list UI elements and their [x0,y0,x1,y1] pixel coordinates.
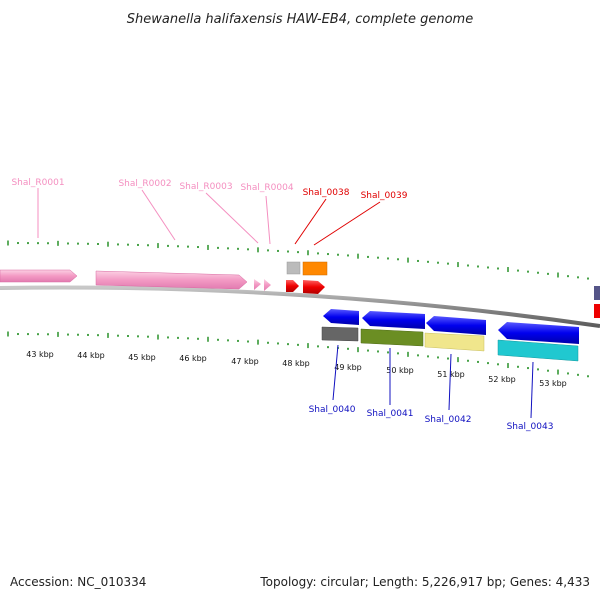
gene-label-shal-r0002[interactable]: Shal_R0002 [118,179,171,189]
connector-shal-0039 [313,201,381,246]
tick-label-45kbp: 45 kbp [128,353,156,362]
gene-label-shal-0039[interactable]: Shal_0039 [361,191,408,201]
cds-feature-shal-0039[interactable] [303,280,325,294]
tick-label-48kbp: 48 kbp [282,359,310,368]
tick-label-47kbp: 47 kbp [231,357,259,366]
gene-labels: Shal_R0001 Shal_R0002 Shal_R0003 Shal_R0… [11,178,553,432]
map-title: Shewanella halifaxensis HAW-EB4, complet… [127,12,473,27]
scale-tick-labels: 43 kbp 44 kbp 45 kbp 46 kbp 47 kbp 48 kb… [26,350,567,388]
cds-feature-shal-0041[interactable] [362,311,425,329]
accession-text: Accession: NC_010334 [10,575,147,589]
cds-feature-edge-right[interactable] [594,286,600,300]
cds-feature-shal-0040[interactable] [323,309,359,325]
connector-shal-r0002 [141,189,176,241]
connector-shal-0038 [294,198,327,245]
connector-shal-r0003 [205,192,259,244]
gene-label-shal-0041[interactable]: Shal_0041 [367,409,414,419]
rna-feature-shal-r0003[interactable] [254,279,261,290]
tick-label-43kbp: 43 kbp [26,350,54,359]
tick-label-46kbp: 46 kbp [179,354,207,363]
cds-feature-edge-right-red[interactable] [594,304,600,318]
rna-feature-shal-r0004[interactable] [264,279,271,291]
genome-backbone [0,285,600,328]
genome-summary-text: Topology: circular; Length: 5,226,917 bp… [260,575,590,589]
cds-feature-shal-0043[interactable] [498,322,579,344]
tick-label-50kbp: 50 kbp [386,366,414,375]
rna-feature-shal-r0001[interactable] [0,269,78,283]
tick-label-52kbp: 52 kbp [488,375,516,384]
connector-shal-0042 [448,353,452,411]
cog-box-shal-0038 [286,261,301,275]
scale-ticks-bottom [7,331,589,378]
rna-features [0,269,271,291]
gene-label-shal-r0003[interactable]: Shal_R0003 [179,182,232,192]
cds-feature-shal-0042[interactable] [426,316,486,335]
cds-feature-shal-0038[interactable] [286,280,299,292]
gene-label-shal-r0004[interactable]: Shal_R0004 [240,183,293,193]
gene-label-shal-0042[interactable]: Shal_0042 [425,415,472,425]
cog-box-shal-0040 [321,326,359,342]
scale-ticks-top [7,240,589,280]
gene-label-shal-r0001[interactable]: Shal_R0001 [11,178,64,188]
cog-box-shal-0042 [424,332,485,352]
cog-box-shal-0039 [302,261,328,276]
rna-feature-shal-r0002[interactable] [95,270,248,290]
cog-box-shal-0041 [360,328,424,347]
connector-shal-0040 [332,344,339,401]
gene-label-shal-0040[interactable]: Shal_0040 [309,405,356,415]
gene-label-shal-0043[interactable]: Shal_0043 [507,422,554,432]
tick-label-44kbp: 44 kbp [77,351,105,360]
cog-box-shal-0043 [497,339,579,362]
tick-label-49kbp: 49 kbp [334,363,362,372]
gene-label-shal-0038[interactable]: Shal_0038 [303,188,350,198]
tick-label-53kbp: 53 kbp [539,379,567,388]
connector-shal-0043 [530,361,534,419]
gene-label-connectors [37,188,534,419]
connector-shal-r0004 [265,195,271,245]
tick-label-51kbp: 51 kbp [437,370,465,379]
